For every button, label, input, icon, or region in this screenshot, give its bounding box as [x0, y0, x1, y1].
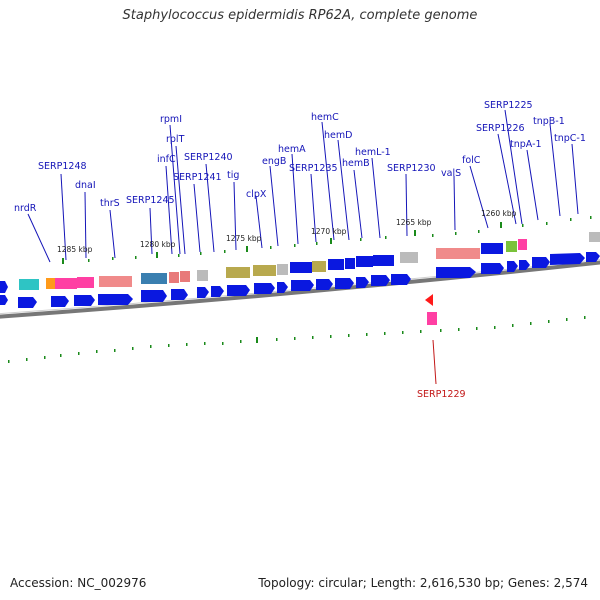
cog-feature [77, 277, 94, 288]
cds-arrow [98, 294, 133, 305]
cds-arrow [550, 253, 585, 265]
cds-arrow [74, 295, 95, 306]
gene-label: tnpA-1 [510, 139, 542, 150]
gene-label: SERP1240 [184, 152, 233, 163]
genome-title: Staphylococcus epidermidis RP62A, comple… [122, 8, 478, 23]
cds-arrow [532, 257, 550, 268]
gene-label: engB [262, 156, 286, 167]
cds-arrow [335, 278, 354, 289]
highlight-feature: SERP1229 [417, 294, 466, 400]
cds-arrow [391, 274, 411, 285]
gene-label: rplT [166, 134, 185, 145]
cds-arrow [356, 277, 369, 288]
cds-arrow [507, 261, 518, 272]
cds-arrow [316, 279, 333, 290]
cds-arrow [197, 287, 209, 298]
gene-label: hemL-1 [355, 147, 391, 158]
ruler-ticks [62, 216, 592, 264]
cog-feature [46, 278, 55, 289]
cds-arrow [436, 267, 476, 278]
cds-arrow [141, 290, 167, 302]
cds-arrow [254, 283, 275, 294]
gene-label: SERP1241 [173, 172, 222, 183]
gene-label: valS [441, 168, 461, 179]
gene-label: hemD [324, 130, 352, 141]
gene-label: SERP1245 [126, 195, 175, 206]
gene-label: SERP1248 [38, 161, 87, 172]
cog-feature [253, 265, 276, 276]
cog-feature [345, 258, 355, 269]
cds-arrow [51, 296, 69, 307]
cds-arrow [371, 275, 390, 286]
cds-arrow [227, 285, 250, 296]
cds-arrow [277, 282, 288, 293]
highlight-label: SERP1229 [417, 389, 466, 400]
gene-label: tnpB-1 [533, 116, 565, 127]
cog-feature [436, 248, 480, 259]
cog-feature [277, 264, 288, 275]
cog-feature [180, 271, 190, 282]
cog-feature [356, 256, 373, 267]
ruler-label: 1265 kbp [396, 218, 432, 227]
cds-arrow [211, 286, 224, 297]
cds-arrow [519, 260, 530, 270]
gene-label: dnaI [75, 180, 96, 191]
cog-feature [169, 272, 179, 283]
cds-reverse-track [0, 295, 8, 305]
cog-feature [400, 252, 418, 263]
cog-feature [373, 255, 394, 266]
accession-text: Accession: NC_002976 [10, 576, 147, 590]
ruler-label: 1260 kbp [481, 209, 517, 218]
cog-feature [518, 239, 527, 250]
gene-label: hemB [342, 158, 370, 169]
cds-arrow [586, 252, 600, 262]
gene-label: nrdR [14, 203, 37, 214]
cog-feature [226, 267, 250, 278]
cog-feature [290, 262, 312, 273]
genome-backbone [0, 260, 600, 319]
cog-feature [589, 232, 600, 242]
ruler-labels: 1285 kbp 1280 kbp 1275 kbp 1270 kbp 1265… [57, 209, 517, 254]
cds-forward-track [0, 252, 600, 308]
gene-label: clpX [246, 189, 267, 200]
gene-label: folC [462, 155, 481, 166]
cog-feature [481, 243, 503, 254]
cog-feature [141, 273, 167, 284]
gene-label: tnpC-1 [554, 133, 586, 144]
cog-feature [197, 270, 208, 281]
gene-label: hemA [278, 144, 306, 155]
gene-label: hemC [311, 112, 339, 123]
gene-label: SERP1235 [289, 163, 338, 174]
cog-feature [99, 276, 132, 287]
ruler-label: 1285 kbp [57, 245, 93, 254]
cog-feature-track [19, 232, 600, 290]
cds-arrow [0, 281, 8, 293]
cog-feature [19, 279, 39, 290]
gene-label: tig [227, 170, 239, 181]
cog-feature [55, 278, 77, 289]
inner-ruler-ticks [8, 316, 586, 363]
cds-arrow [171, 289, 188, 300]
gene-label: SERP1230 [387, 163, 436, 174]
gene-label: SERP1225 [484, 100, 533, 111]
genome-summary-text: Topology: circular; Length: 2,616,530 bp… [258, 576, 588, 590]
gene-label: rpmI [160, 114, 182, 125]
label-leaders [27, 109, 579, 263]
cds-arrow [481, 263, 504, 274]
gene-labels: nrdR SERP1248 dnaI thrS SERP1245 infC rp… [14, 100, 586, 214]
gene-label: SERP1226 [476, 123, 525, 134]
cds-arrow [18, 297, 37, 308]
cds-arrow [0, 295, 8, 305]
gene-label: infC [157, 154, 176, 165]
ruler-label: 1275 kbp [226, 234, 262, 243]
cds-arrow [291, 280, 314, 291]
cog-feature [328, 259, 344, 270]
ruler-label: 1280 kbp [140, 240, 176, 249]
gene-label: thrS [100, 198, 120, 209]
cog-feature [312, 261, 326, 272]
cog-feature [506, 241, 517, 252]
ruler-label: 1270 kbp [311, 227, 347, 236]
